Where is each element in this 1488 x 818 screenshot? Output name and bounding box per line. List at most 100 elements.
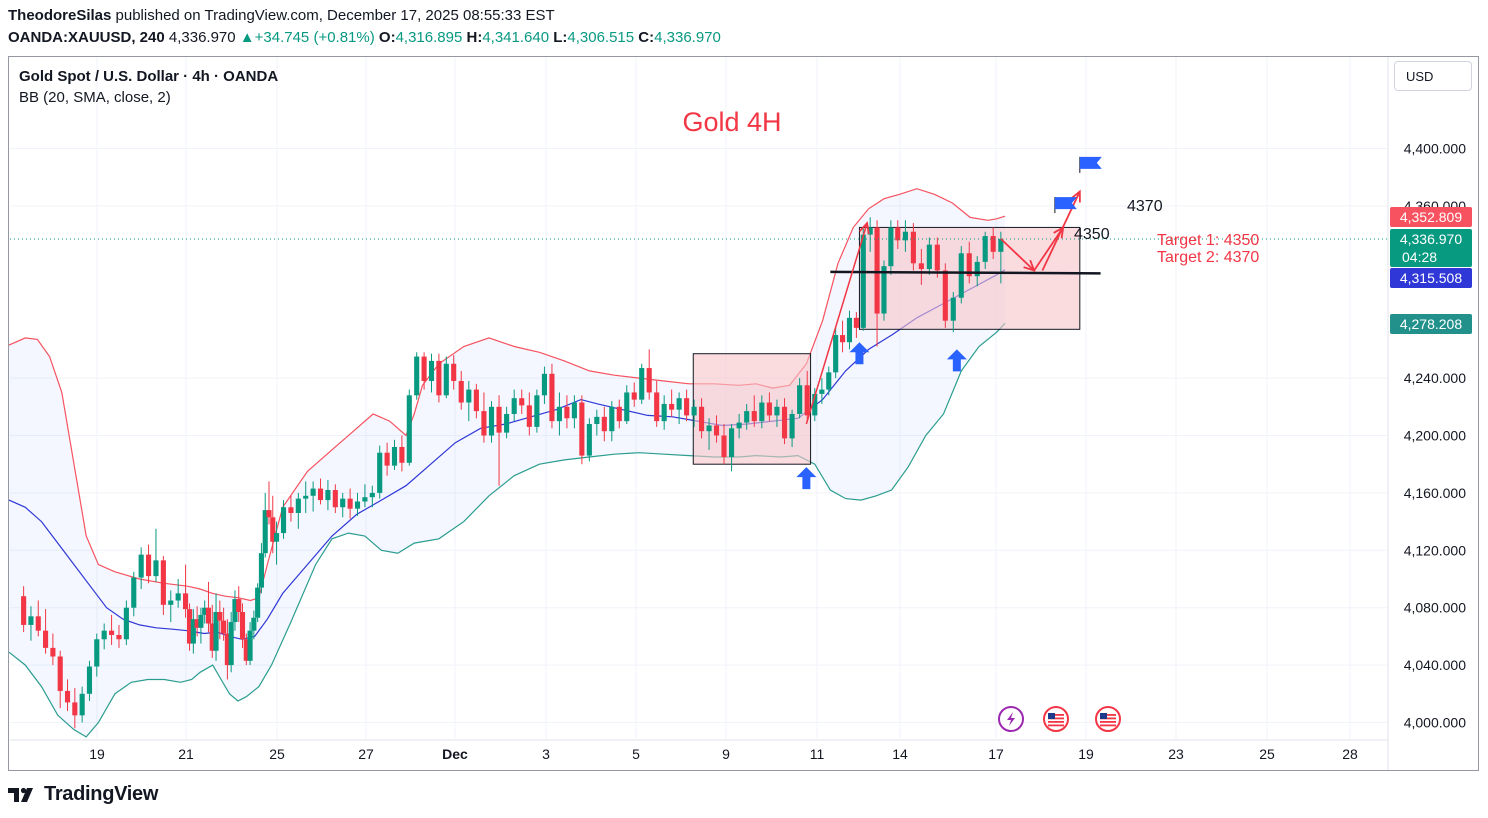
candle — [340, 498, 346, 508]
open-label: O: — [378, 29, 396, 46]
candle — [160, 560, 166, 605]
candle — [317, 488, 324, 501]
candle — [232, 599, 238, 623]
candle — [168, 600, 174, 605]
candle — [609, 406, 615, 432]
candle — [586, 424, 592, 456]
currency-button[interactable]: USD — [1394, 61, 1472, 91]
candle — [684, 398, 690, 416]
flag-icon — [1079, 156, 1102, 169]
candle — [414, 356, 420, 396]
candle — [744, 411, 750, 423]
candle — [391, 446, 398, 466]
target-2-annotation[interactable]: Target 2: 4370 — [1157, 249, 1259, 266]
x-tick-label: Dec — [442, 746, 468, 762]
candle — [43, 630, 49, 648]
candle — [295, 498, 301, 513]
x-tick-label: 11 — [810, 746, 825, 762]
candle — [255, 587, 261, 618]
candle — [958, 253, 964, 298]
price-badge-label: 4,352.809 — [1400, 209, 1462, 225]
candle — [369, 492, 375, 498]
candle — [826, 372, 832, 390]
x-tick-label: 27 — [358, 746, 374, 762]
x-tick-label: 25 — [269, 746, 285, 762]
candle — [519, 398, 525, 406]
candle — [853, 317, 859, 328]
candle — [384, 452, 390, 466]
candle — [789, 413, 795, 439]
candle — [399, 446, 405, 463]
candle — [21, 596, 27, 625]
candle — [466, 389, 472, 403]
candle — [228, 622, 234, 666]
level-4370-annotation[interactable]: 4370 — [1127, 198, 1163, 215]
projection-arrowhead — [1023, 259, 1036, 272]
support-line[interactable] — [830, 270, 1101, 275]
lightning-glyph — [1007, 712, 1015, 726]
consolidation-zone[interactable] — [692, 353, 812, 465]
candle — [691, 406, 697, 416]
candle — [579, 402, 585, 456]
y-tick-label: 4,240.000 — [1404, 370, 1466, 386]
projection-path-2[interactable] — [1041, 191, 1081, 271]
candle — [251, 617, 257, 631]
rally-arrowhead — [858, 221, 870, 235]
x-tick-label: 21 — [178, 746, 194, 762]
candle — [239, 612, 246, 640]
candle — [325, 490, 331, 501]
price-badge — [1390, 268, 1472, 288]
candle — [50, 647, 56, 657]
rally-trend-line[interactable] — [805, 222, 868, 425]
candle — [458, 380, 464, 403]
candle — [273, 533, 280, 542]
candle — [332, 490, 338, 508]
candle — [616, 406, 622, 422]
candle — [661, 403, 667, 422]
publish-text: published on TradingView.com, December 1… — [115, 7, 555, 24]
candle — [496, 406, 502, 433]
symbol: OANDA:XAUUSD, 240 — [8, 29, 165, 46]
candle — [774, 406, 780, 416]
price-badge — [1390, 229, 1472, 267]
candle — [751, 411, 757, 422]
candle — [94, 639, 100, 667]
flag-stripe — [1100, 724, 1116, 727]
candle — [594, 416, 600, 425]
candle — [624, 392, 630, 422]
ohlc-line: OANDA:XAUUSD, 240 4,336.970 ▲+34.745 (+0… — [8, 29, 721, 46]
flag-stripe — [1048, 724, 1064, 727]
candle — [362, 497, 368, 502]
candle — [833, 335, 839, 373]
x-tick-label: 5 — [632, 746, 640, 762]
candle — [654, 392, 660, 422]
legend-indicator[interactable]: BB (20, SMA, close, 2) — [19, 89, 171, 106]
candle — [549, 373, 555, 422]
candle — [428, 360, 435, 381]
candle — [28, 616, 34, 625]
candle — [526, 405, 532, 427]
candle — [205, 607, 212, 624]
y-tick-label: 4,080.000 — [1404, 600, 1466, 616]
candle — [721, 435, 727, 458]
candle — [564, 406, 570, 419]
candle — [421, 356, 427, 381]
candle — [79, 693, 85, 716]
candle — [213, 612, 219, 651]
target-1-annotation[interactable]: Target 1: 4350 — [1157, 232, 1259, 249]
candle — [601, 416, 607, 432]
author-name[interactable]: TheodoreSilas — [8, 7, 112, 24]
candle — [804, 385, 810, 416]
price-change: +34.745 (+0.81%) — [254, 29, 375, 46]
level-4350-annotation[interactable]: 4350 — [1074, 226, 1110, 243]
footer-brand[interactable]: TradingView — [8, 783, 158, 806]
y-tick-label: 4,160.000 — [1404, 485, 1466, 501]
candle — [676, 398, 682, 410]
candle — [209, 623, 215, 651]
candle — [990, 236, 996, 252]
bollinger-basis-line — [8, 269, 1006, 640]
chart-title-annotation[interactable]: Gold 4H — [682, 107, 781, 137]
candle — [266, 510, 272, 518]
flag-stripe — [1048, 721, 1064, 723]
